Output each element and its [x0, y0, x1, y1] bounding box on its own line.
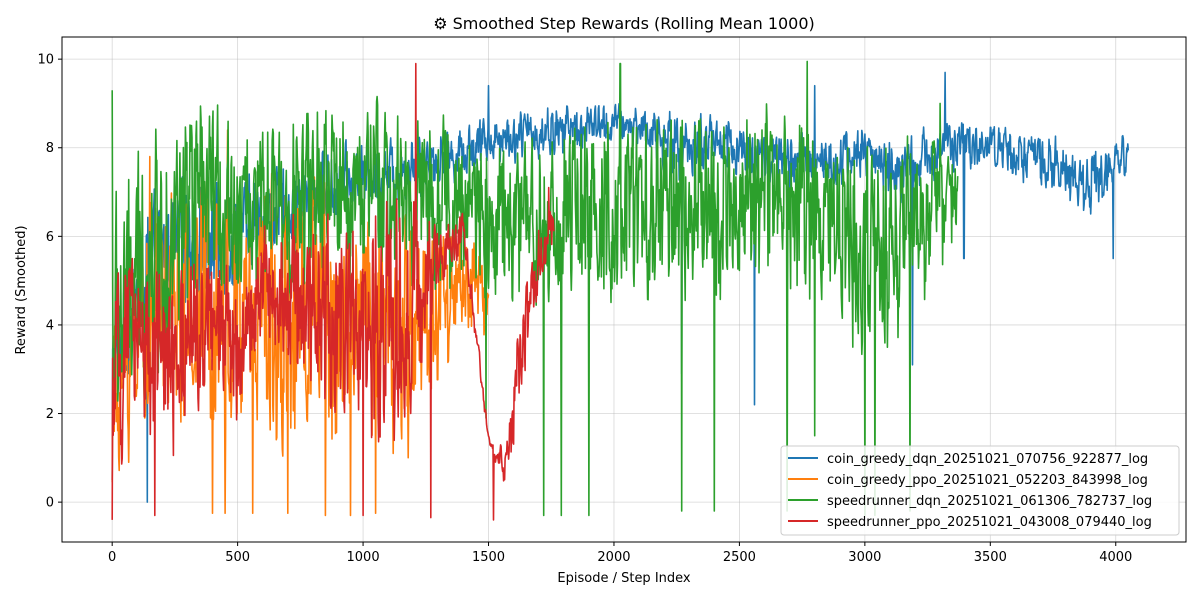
legend-label-4: speedrunner_ppo_20251021_043008_079440_l…: [827, 515, 1152, 530]
y-axis-ticks: 0 2 4 6 8 10: [37, 53, 62, 511]
x-tick-label: 4000: [1099, 550, 1132, 565]
plot-frame: [61, 36, 1187, 543]
y-tick-label: 2: [46, 407, 54, 422]
y-tick-label: 0: [46, 496, 54, 511]
x-tick-label: 3000: [848, 550, 881, 565]
x-axis-label: Episode / Step Index: [557, 571, 691, 586]
y-tick-label: 4: [46, 318, 54, 333]
legend-label-3: speedrunner_dqn_20251021_061306_782737_l…: [827, 494, 1152, 509]
x-tick-label: 1500: [472, 550, 505, 565]
legend-box: [780, 445, 1180, 536]
series-group: [111, 60, 1130, 521]
x-axis-ticks: 0 500 1000 1500 2000 2500 3000 3500 4000: [108, 542, 1132, 565]
x-tick-label: 3500: [974, 550, 1007, 565]
y-tick-label: 10: [37, 53, 54, 68]
chart-title: ⚙ Smoothed Step Rewards (Rolling Mean 10…: [433, 14, 815, 33]
x-tick-label: 500: [225, 550, 250, 565]
x-tick-label: 2000: [597, 550, 630, 565]
series-line-2: [111, 129, 490, 517]
y-tick-label: 8: [46, 141, 54, 156]
series-line-4: [111, 62, 555, 521]
y-axis-label: Reward (Smoothed): [14, 225, 29, 354]
legend-label-2: coin_greedy_ppo_20251021_052203_843998_l…: [827, 473, 1148, 488]
x-tick-label: 1000: [347, 550, 380, 565]
y-tick-label: 6: [46, 230, 54, 245]
x-tick-label: 2500: [723, 550, 756, 565]
x-tick-label: 0: [108, 550, 116, 565]
legend-label-1: coin_greedy_dqn_20251021_070756_922877_l…: [827, 452, 1148, 467]
legend: coin_greedy_dqn_20251021_070756_922877_l…: [780, 445, 1180, 536]
